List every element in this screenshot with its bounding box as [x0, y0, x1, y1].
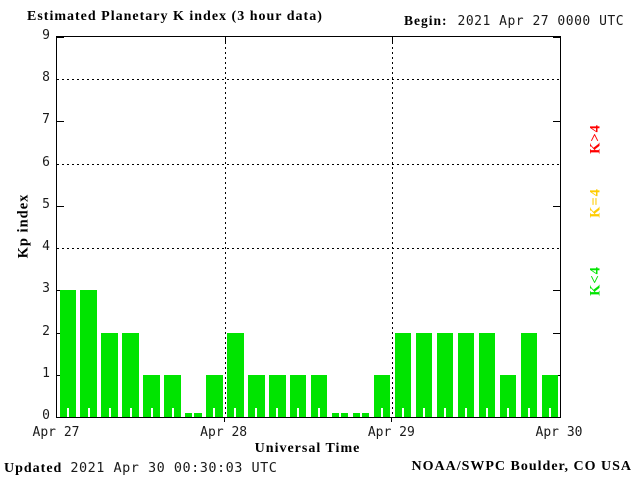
kp-bar — [499, 374, 517, 417]
kp-bar — [227, 332, 244, 417]
kp-bar — [206, 374, 223, 417]
bar-center-tick — [506, 408, 509, 417]
kp-bar — [520, 332, 538, 417]
y-tick-right — [553, 290, 560, 292]
y-tick-left — [57, 121, 64, 123]
bar-center-tick — [213, 408, 216, 417]
bar-center-tick — [255, 408, 258, 417]
y-gridline-4 — [57, 248, 560, 250]
begin-label: Begin: — [404, 13, 448, 28]
kp-bar — [478, 332, 496, 417]
y-tick-right — [553, 37, 560, 38]
chart-title: Estimated Planetary K index (3 hour data… — [27, 9, 323, 24]
kp-bar — [269, 374, 286, 417]
bar-center-tick — [129, 408, 132, 417]
y-tick-left — [57, 205, 64, 207]
bar-center-tick — [485, 408, 488, 417]
x-tick-label: Apr 29 — [367, 425, 415, 440]
kp-bar — [541, 374, 558, 417]
bar-center-tick — [443, 408, 446, 417]
bar-center-tick — [423, 408, 425, 417]
bar-center-tick — [87, 408, 90, 417]
y-tick-label: 0 — [42, 408, 50, 423]
bar-center-tick — [108, 408, 111, 417]
legend-k-eq-4: K=4 — [587, 188, 604, 218]
kp-bar — [59, 290, 76, 417]
updated-label: Updated — [4, 461, 63, 476]
bar-center-tick — [527, 408, 530, 417]
y-tick-right — [553, 332, 560, 334]
bar-center-tick — [548, 408, 551, 417]
y-tick-label: 4 — [42, 239, 50, 255]
bar-center-tick — [66, 408, 69, 417]
kp-bar — [436, 332, 454, 417]
y-tick-right — [553, 205, 560, 207]
y-gridline-8 — [57, 79, 560, 81]
y-tick-right — [553, 121, 560, 123]
kp-bar — [248, 374, 265, 417]
credit-text: NOAA/SWPC Boulder, CO USA — [411, 459, 632, 474]
kp-bar — [164, 374, 181, 417]
bar-center-tick — [150, 408, 153, 417]
kp-bar — [311, 374, 328, 417]
kp-bar — [101, 332, 118, 417]
day-tick-top — [392, 37, 393, 44]
kp-bar — [457, 332, 475, 417]
updated-value: 2021 Apr 30 00:30:03 UTC — [70, 460, 278, 476]
kp-bar — [352, 413, 370, 417]
y-tick-label: 5 — [42, 196, 50, 212]
bar-center-tick — [276, 408, 279, 417]
bar-center-tick — [381, 408, 384, 417]
bar-center-tick — [464, 408, 467, 417]
bar-center-tick — [360, 413, 363, 417]
y-tick-label: 1 — [42, 365, 50, 381]
legend-k-gt-4: K>4 — [587, 124, 604, 154]
bar-center-tick — [192, 413, 195, 417]
begin-row: Begin: 2021 Apr 27 0000 UTC — [404, 12, 624, 30]
bar-center-tick — [318, 408, 321, 417]
kp-bar — [290, 374, 307, 417]
bar-center-tick — [339, 413, 342, 417]
legend-k-lt-4: K<4 — [587, 266, 604, 296]
x-tick-label: Apr 28 — [200, 425, 248, 440]
x-axis-title: Universal Time — [254, 441, 361, 456]
y-tick-label: 8 — [42, 70, 50, 86]
y-tick-label: 9 — [42, 28, 50, 43]
kp-bar — [185, 413, 202, 417]
x-tick-label: Apr 30 — [535, 425, 583, 440]
kp-bar — [122, 332, 139, 417]
kp-bar — [415, 332, 433, 417]
begin-value: 2021 Apr 27 0000 UTC — [457, 14, 625, 29]
updated-row: Updated 2021 Apr 30 00:30:03 UTC — [4, 459, 277, 477]
kp-bar — [394, 332, 412, 417]
y-gridline-6 — [57, 163, 560, 165]
day-tick-top — [225, 37, 226, 44]
kp-bar — [331, 413, 349, 417]
day-gridline — [225, 37, 226, 417]
y-tick-left — [57, 37, 64, 38]
kp-bar — [143, 374, 160, 417]
kp-bar — [80, 290, 97, 417]
day-gridline — [392, 37, 393, 417]
bar-center-tick — [297, 408, 300, 417]
bar-center-tick — [402, 408, 405, 417]
day-tick-bottom — [391, 417, 392, 422]
y-tick-label: 2 — [42, 323, 50, 339]
bar-center-tick — [171, 408, 174, 417]
x-tick-label: Apr 27 — [32, 425, 80, 440]
plot-area — [56, 36, 561, 418]
kp-bar — [373, 374, 391, 417]
day-tick-bottom — [224, 417, 225, 422]
y-tick-label: 3 — [42, 281, 50, 297]
y-tick-label: 6 — [42, 154, 50, 170]
bar-center-tick — [234, 408, 237, 417]
y-tick-label: 7 — [42, 112, 50, 128]
